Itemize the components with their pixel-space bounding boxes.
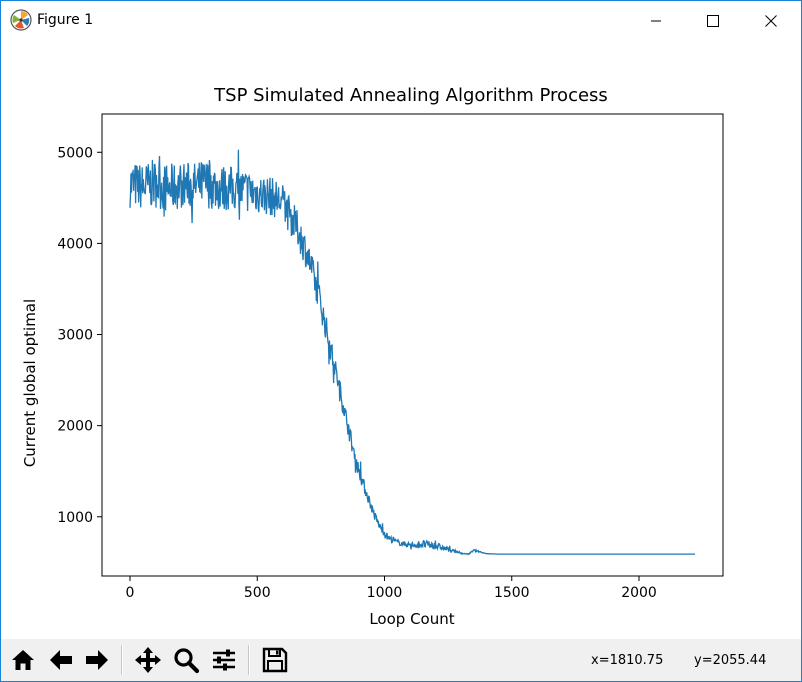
cursor-y-readout: y=2055.44: [694, 653, 767, 668]
minimize-button[interactable]: [633, 1, 679, 41]
y-tick-label: 5000: [57, 145, 93, 161]
configure-subplots-button[interactable]: [208, 643, 240, 677]
plot-frame: [101, 113, 724, 577]
home-icon: [12, 650, 34, 670]
back-arrow-icon: [50, 650, 72, 670]
maximize-icon: [707, 15, 719, 27]
toolbar-separator: [248, 645, 250, 675]
cursor-x-readout: x=1810.75: [591, 653, 664, 668]
pan-icon: [135, 647, 161, 673]
zoom-button[interactable]: [170, 643, 202, 677]
zoom-icon: [174, 648, 200, 674]
y-tick-label: 1000: [57, 510, 93, 526]
navigation-toolbar: x=1810.75 y=2055.44: [1, 639, 801, 681]
chart: TSP Simulated Annealing Algorithm Proces…: [21, 85, 724, 628]
x-tick-label: 500: [244, 585, 271, 601]
configure-subplots-icon: [213, 649, 235, 671]
maximize-button[interactable]: [690, 1, 736, 41]
pan-button[interactable]: [132, 643, 164, 677]
save-icon: [262, 647, 288, 673]
chart-title: TSP Simulated Annealing Algorithm Proces…: [213, 85, 608, 106]
title-bar[interactable]: Figure 1: [1, 1, 801, 41]
x-tick-label: 2000: [621, 585, 657, 601]
x-tick-label: 1000: [367, 585, 403, 601]
save-button[interactable]: [259, 643, 291, 677]
x-tick-label: 1500: [494, 585, 530, 601]
minimize-icon: [651, 20, 661, 22]
close-icon: [765, 15, 777, 27]
figure-canvas[interactable]: TSP Simulated Annealing Algorithm Proces…: [1, 41, 801, 639]
x-axis-label: Loop Count: [369, 610, 454, 628]
window-title: Figure 1: [37, 12, 94, 28]
x-tick-label: 0: [126, 585, 135, 601]
matplotlib-logo-icon: [10, 9, 32, 31]
toolbar-separator: [121, 645, 123, 675]
back-button[interactable]: [45, 643, 77, 677]
home-button[interactable]: [7, 643, 39, 677]
y-tick-label: 3000: [57, 328, 93, 344]
y-tick-label: 2000: [57, 419, 93, 435]
close-button[interactable]: [748, 1, 794, 41]
forward-button[interactable]: [81, 643, 113, 677]
y-axis-label: Current global optimal: [21, 299, 39, 467]
forward-arrow-icon: [86, 650, 108, 670]
series-line: [129, 149, 695, 556]
y-tick-label: 4000: [57, 236, 93, 252]
